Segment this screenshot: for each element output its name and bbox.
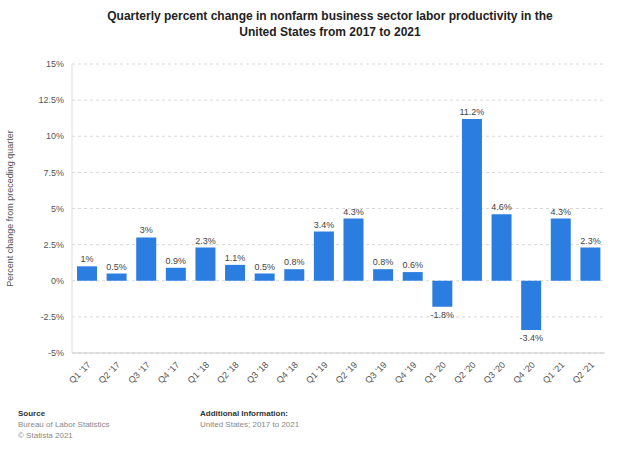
svg-text:-5%: -5% bbox=[48, 348, 64, 358]
html-text:Source: Source bbox=[18, 409, 46, 418]
html-text:United States; 2017 to 2021: United States; 2017 to 2021 bbox=[200, 420, 300, 429]
html-text:Quarterly percent change in no: Quarterly percent change in nonfarm busi… bbox=[107, 9, 553, 39]
svg-text:1%: 1% bbox=[80, 254, 93, 264]
svg-text:Q3 '18: Q3 '18 bbox=[245, 360, 271, 386]
svg-text:4.3%: 4.3% bbox=[551, 207, 572, 217]
svg-text:-1.8%: -1.8% bbox=[431, 310, 455, 320]
svg-text:10%: 10% bbox=[46, 131, 64, 141]
svg-text:0.9%: 0.9% bbox=[166, 256, 187, 266]
svg-text:Q4 '17: Q4 '17 bbox=[156, 360, 182, 386]
html-text:Additional Information:: Additional Information: bbox=[200, 409, 288, 418]
svg-text:Q2 '20: Q2 '20 bbox=[452, 360, 478, 386]
svg-text:Q4 '20: Q4 '20 bbox=[511, 360, 537, 386]
svg-text:Percent change from preceding: Percent change from preceding quarter bbox=[8, 130, 15, 287]
html-text:Bureau of Labor Statistics: Bureau of Labor Statistics bbox=[18, 420, 110, 429]
svg-text:Q1 '20: Q1 '20 bbox=[422, 360, 448, 386]
svg-text:0.5%: 0.5% bbox=[106, 262, 127, 272]
svg-text:0.8%: 0.8% bbox=[284, 257, 305, 267]
svg-text:Q1 '18: Q1 '18 bbox=[186, 360, 212, 386]
svg-text:Q3 '20: Q3 '20 bbox=[482, 360, 508, 386]
svg-text:7.5%: 7.5% bbox=[43, 168, 64, 178]
svg-text:Q2 '19: Q2 '19 bbox=[334, 360, 360, 386]
svg-text:Q2 '17: Q2 '17 bbox=[97, 360, 123, 386]
svg-text:-2.5%: -2.5% bbox=[40, 312, 64, 322]
svg-text:4.3%: 4.3% bbox=[343, 207, 364, 217]
svg-text:Q3 '19: Q3 '19 bbox=[363, 360, 389, 386]
svg-text:3.4%: 3.4% bbox=[314, 220, 335, 230]
svg-text:2.5%: 2.5% bbox=[43, 240, 64, 250]
svg-text:4.6%: 4.6% bbox=[491, 202, 512, 212]
svg-text:2.3%: 2.3% bbox=[195, 236, 216, 246]
svg-text:5%: 5% bbox=[51, 204, 64, 214]
svg-text:Q1 '17: Q1 '17 bbox=[67, 360, 93, 386]
svg-text:Q1 '19: Q1 '19 bbox=[304, 360, 330, 386]
svg-text:1.1%: 1.1% bbox=[225, 253, 246, 263]
svg-text:0.8%: 0.8% bbox=[373, 257, 394, 267]
svg-text:Q2 '21: Q2 '21 bbox=[570, 360, 596, 386]
svg-text:Q1 '21: Q1 '21 bbox=[541, 360, 567, 386]
svg-text:15%: 15% bbox=[46, 59, 64, 69]
svg-text:Q3 '17: Q3 '17 bbox=[126, 360, 152, 386]
svg-text:12.5%: 12.5% bbox=[38, 95, 64, 105]
svg-text:0%: 0% bbox=[51, 276, 64, 286]
html-text:© Statista 2021: © Statista 2021 bbox=[18, 431, 73, 440]
svg-text:-3.4%: -3.4% bbox=[519, 333, 543, 343]
svg-text:Q4 '19: Q4 '19 bbox=[393, 360, 419, 386]
svg-text:11.2%: 11.2% bbox=[460, 107, 485, 117]
svg-text:3%: 3% bbox=[140, 225, 153, 235]
svg-text:0.6%: 0.6% bbox=[402, 260, 423, 270]
svg-text:Q4 '18: Q4 '18 bbox=[274, 360, 300, 386]
svg-text:0.5%: 0.5% bbox=[254, 262, 275, 272]
svg-text:Q2 '18: Q2 '18 bbox=[215, 360, 241, 386]
svg-text:2.3%: 2.3% bbox=[580, 236, 601, 246]
